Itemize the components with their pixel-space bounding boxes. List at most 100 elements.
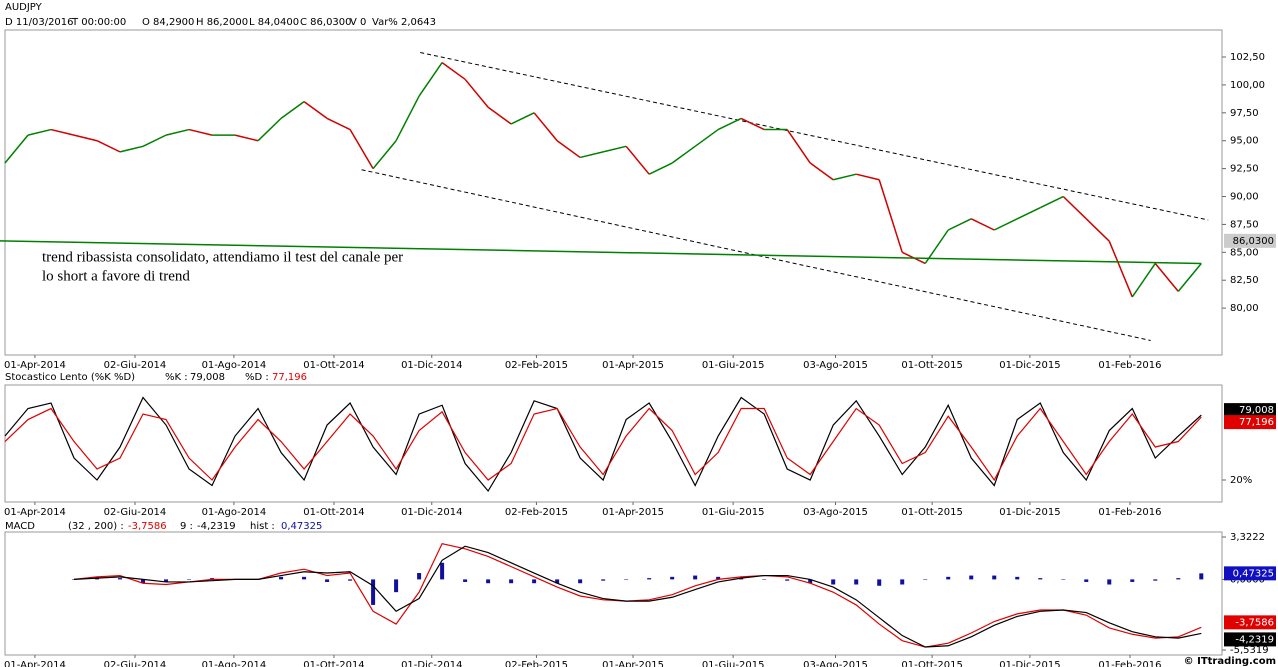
price-segment — [487, 106, 512, 125]
x-tick-label: 01-Apr-2014 — [4, 507, 66, 518]
y-tick-label: 100,00 — [1230, 80, 1265, 91]
info-field: H 86,2000 — [196, 17, 248, 28]
price-segment — [556, 140, 581, 159]
x-tick-label: 01-Giu-2015 — [702, 660, 765, 667]
price-segment — [1108, 240, 1133, 298]
hist-bar — [601, 579, 606, 581]
x-tick-label: 01-Ott-2015 — [901, 660, 962, 667]
x-tick-label: 01-Ott-2014 — [303, 360, 364, 371]
price-segment — [464, 78, 489, 108]
x-tick-label: 01-Apr-2015 — [602, 507, 664, 518]
price-segment — [1154, 263, 1179, 292]
hist-bar — [509, 579, 514, 584]
price-segment — [280, 101, 305, 119]
price-segment — [740, 117, 765, 131]
y-tick-label: 85,00 — [1230, 247, 1259, 258]
y-tick-label: 90,00 — [1230, 192, 1259, 203]
price-segment — [717, 117, 742, 131]
x-tick-label: 02-Giu-2014 — [104, 660, 167, 667]
hist-bar — [624, 579, 629, 580]
price-segment — [1062, 195, 1087, 220]
x-tick-label: 03-Ago-2015 — [803, 660, 868, 667]
hist-bar — [555, 579, 560, 584]
hist-bar — [118, 578, 123, 580]
x-tick-label: 01-Apr-2014 — [4, 660, 66, 667]
price-segment — [648, 162, 673, 175]
value-box — [1224, 415, 1276, 430]
x-tick-label: 01-Feb-2016 — [1098, 507, 1161, 518]
hist-bar — [969, 575, 974, 580]
hist-bar — [647, 578, 652, 580]
hist-bar — [808, 579, 813, 584]
hist-bar — [463, 579, 468, 582]
hist-bar — [946, 576, 951, 580]
hist-bar — [992, 575, 997, 580]
price-segment — [303, 101, 328, 119]
info-field: T 00:00:00 — [71, 17, 126, 28]
y-tick-label: 97,50 — [1230, 108, 1259, 119]
x-tick-label: 01-Giu-2015 — [702, 507, 765, 518]
hist-bar — [1038, 578, 1043, 580]
legend-name: %K : — [165, 372, 188, 383]
hist-bar — [187, 579, 192, 580]
hist-bar — [716, 576, 721, 580]
value-box — [1224, 615, 1276, 630]
legend-value: -3,7586 — [128, 521, 167, 532]
hist-bar — [1107, 579, 1112, 585]
price-segment — [786, 129, 811, 164]
hist-bar — [670, 576, 675, 580]
legend-value: 77,196 — [272, 372, 307, 383]
price-segment — [349, 129, 374, 169]
price-segment — [671, 145, 696, 164]
value-box — [1224, 233, 1276, 248]
x-tick-label: 01-Ott-2015 — [901, 360, 962, 371]
x-tick-label: 01-Feb-2016 — [1098, 360, 1161, 371]
hist-bar — [1015, 576, 1020, 580]
x-tick-label: 01-Ago-2014 — [202, 660, 267, 667]
price-segment — [142, 134, 167, 147]
hist-bar — [1176, 578, 1181, 580]
price-segment — [1039, 195, 1064, 209]
price-segment — [257, 117, 282, 142]
stoch-panel — [4, 384, 1223, 503]
hist-bar — [72, 579, 77, 580]
hist-bar — [739, 578, 744, 580]
price-segment — [165, 128, 190, 136]
value-box — [1224, 632, 1276, 647]
x-tick-label: 01-Dic-2014 — [401, 360, 462, 371]
price-segment — [878, 179, 903, 253]
hist-bar — [532, 579, 537, 584]
y-tick-label: 87,50 — [1230, 219, 1259, 230]
stoch-line — [4, 396, 1202, 493]
price-segment — [602, 145, 627, 153]
value-box-label: 86,0300 — [1233, 236, 1274, 247]
hist-bar — [325, 579, 330, 582]
price-panel — [4, 29, 1223, 356]
hist-bar — [785, 579, 790, 581]
price-segment — [809, 162, 834, 181]
macd-panel — [4, 531, 1223, 656]
hist-bar — [1199, 573, 1204, 580]
price-segment — [395, 95, 420, 142]
hist-bar — [578, 579, 583, 584]
hist-bar — [831, 579, 836, 585]
x-tick-label: 01-Dic-2015 — [999, 507, 1060, 518]
y-tick-label: 92,50 — [1230, 164, 1259, 175]
legend-name: 9 : — [180, 521, 193, 532]
y-tick-label: 82,50 — [1230, 275, 1259, 286]
legend-value: 0,47325 — [281, 521, 322, 532]
price-segment — [579, 151, 604, 159]
hist-bar — [486, 579, 491, 584]
macd-line — [73, 545, 1202, 648]
value-box — [1224, 403, 1276, 418]
hist-bar — [1084, 579, 1089, 582]
y-tick-label: 20% — [1230, 475, 1252, 486]
legend-value: -4,2319 — [197, 521, 236, 532]
x-tick-label: 01-Dic-2015 — [999, 360, 1060, 371]
y-tick-label: 95,00 — [1230, 136, 1259, 147]
x-tick-label: 02-Feb-2015 — [505, 507, 568, 518]
price-segment — [993, 218, 1018, 231]
x-tick-label: 02-Feb-2015 — [505, 660, 568, 667]
hist-bar — [762, 579, 767, 580]
